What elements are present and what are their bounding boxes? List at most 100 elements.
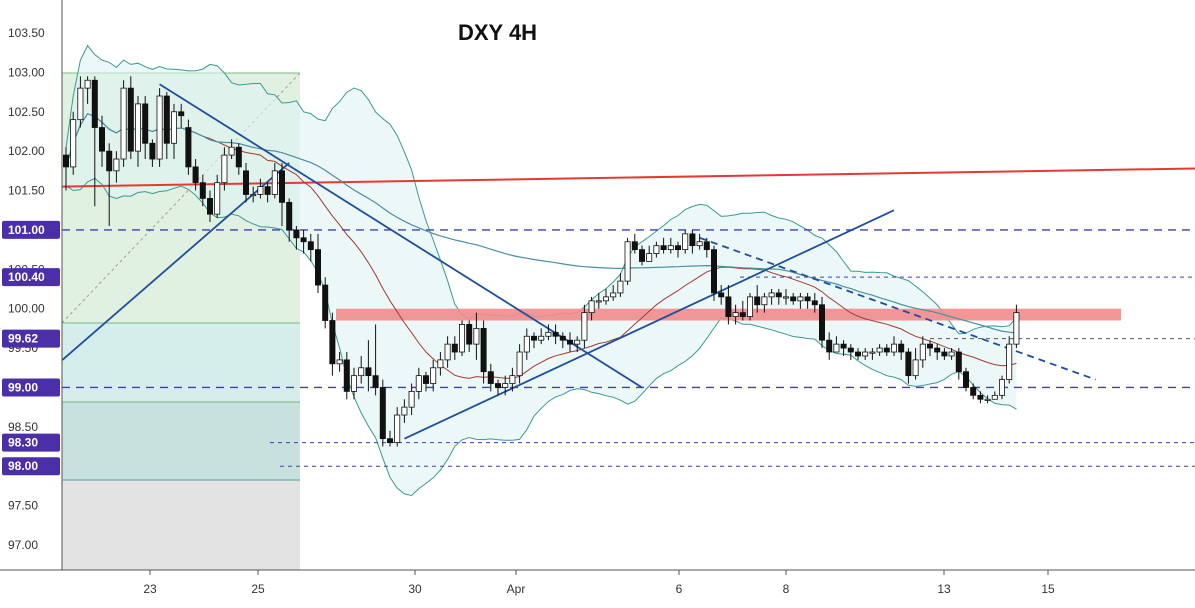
candle-body xyxy=(350,375,357,392)
candle-body xyxy=(444,343,451,361)
candle-body xyxy=(675,245,682,251)
candle-body xyxy=(804,296,811,302)
level-badge xyxy=(2,268,60,287)
candle-body xyxy=(660,245,667,251)
bollinger-fill xyxy=(66,45,1017,496)
candle-body xyxy=(617,280,624,294)
candle-body xyxy=(401,406,408,416)
candle-body xyxy=(314,249,321,286)
candle-body xyxy=(927,343,934,349)
y-tick-label: 103.50 xyxy=(8,26,45,40)
y-tick-label: 101.50 xyxy=(8,184,45,198)
x-tick-label: 6 xyxy=(676,582,683,596)
candle-body xyxy=(300,237,307,243)
candle-body xyxy=(322,284,329,321)
candle-body xyxy=(480,327,487,373)
candle-body xyxy=(883,347,890,353)
candle-body xyxy=(559,335,566,341)
candle-body xyxy=(516,351,523,377)
candle-body xyxy=(790,296,797,302)
candle-body xyxy=(221,154,228,184)
candle-body xyxy=(286,201,293,231)
level-badge xyxy=(2,457,60,476)
x-tick-label: 15 xyxy=(1041,582,1055,596)
candle-body xyxy=(826,339,833,353)
candle-body xyxy=(855,351,862,357)
y-tick-label: 103.00 xyxy=(8,65,45,79)
candle-body xyxy=(415,375,422,392)
level-badges: 101.00 100.40 99.62 99.00 98.30 98.00 xyxy=(2,220,60,476)
level-badge xyxy=(2,220,60,239)
candle-body xyxy=(250,194,257,197)
candle-body xyxy=(538,335,545,341)
y-tick-label: 102.50 xyxy=(8,105,45,119)
candle-body xyxy=(711,249,718,294)
candle-body xyxy=(725,296,732,317)
candle-body xyxy=(170,111,177,144)
candle-body xyxy=(509,375,516,384)
candle-body xyxy=(430,367,437,384)
candle-body xyxy=(703,241,710,251)
candle-body xyxy=(682,233,689,251)
candle-body xyxy=(235,146,242,168)
y-tick-label: 97.00 xyxy=(8,538,38,552)
candle-body xyxy=(811,300,818,306)
candle-body xyxy=(422,375,429,384)
candle-body xyxy=(631,241,638,251)
candle-body xyxy=(113,158,120,172)
candle-body xyxy=(451,343,458,353)
moving-average-long xyxy=(65,112,1017,334)
candle-body xyxy=(718,292,725,298)
x-axis-ticks: 23 25 30 Apr 6 8 13 15 xyxy=(143,570,1055,596)
candle-body xyxy=(192,166,199,184)
candle-body xyxy=(1013,312,1020,345)
candle-body xyxy=(84,79,91,89)
trendline-rising-main xyxy=(404,209,895,440)
candle-body xyxy=(329,320,336,365)
candle-body xyxy=(91,79,98,128)
candle-body xyxy=(761,296,768,306)
candle-body xyxy=(919,343,926,361)
candle-body xyxy=(106,150,113,172)
candle-body xyxy=(754,296,761,306)
candle-body xyxy=(948,351,955,357)
candle-body xyxy=(365,367,372,377)
candle-body xyxy=(833,343,840,353)
x-tick-label: 8 xyxy=(783,582,790,596)
candle-body xyxy=(963,371,970,388)
candle-body xyxy=(178,111,185,117)
candle-body xyxy=(1006,343,1013,380)
candle-body xyxy=(70,119,77,168)
candle-body xyxy=(610,292,617,298)
x-tick-label: 30 xyxy=(408,582,422,596)
candle-body xyxy=(653,245,660,254)
candle-body xyxy=(739,312,746,317)
candle-body xyxy=(552,331,559,337)
candle-body xyxy=(984,398,991,401)
x-tick-label: Apr xyxy=(507,582,526,596)
candle-body xyxy=(876,347,883,353)
candle-body xyxy=(775,292,782,298)
level-badge-label: 100.40 xyxy=(8,270,45,284)
candle-body xyxy=(603,296,610,302)
candle-body xyxy=(199,182,206,199)
sloped-resistance-line xyxy=(61,167,1195,188)
candle-body xyxy=(185,127,192,168)
level-badge xyxy=(2,433,60,452)
candle-body xyxy=(487,371,494,384)
candle-body xyxy=(667,245,674,251)
candle-body xyxy=(408,390,415,408)
candle-body xyxy=(977,394,984,400)
level-badge-label: 98.30 xyxy=(8,436,38,450)
chart-title: DXY 4H xyxy=(458,20,538,45)
candle-body xyxy=(358,367,365,377)
y-tick-label: 100.00 xyxy=(8,302,45,316)
candle-body xyxy=(494,383,501,388)
candle-body xyxy=(955,351,962,373)
y-tick-label: 102.00 xyxy=(8,144,45,158)
candle-body xyxy=(523,335,530,353)
y-tick-label: 97.50 xyxy=(8,499,38,513)
candle-body xyxy=(336,359,343,365)
candle-body xyxy=(214,182,221,215)
